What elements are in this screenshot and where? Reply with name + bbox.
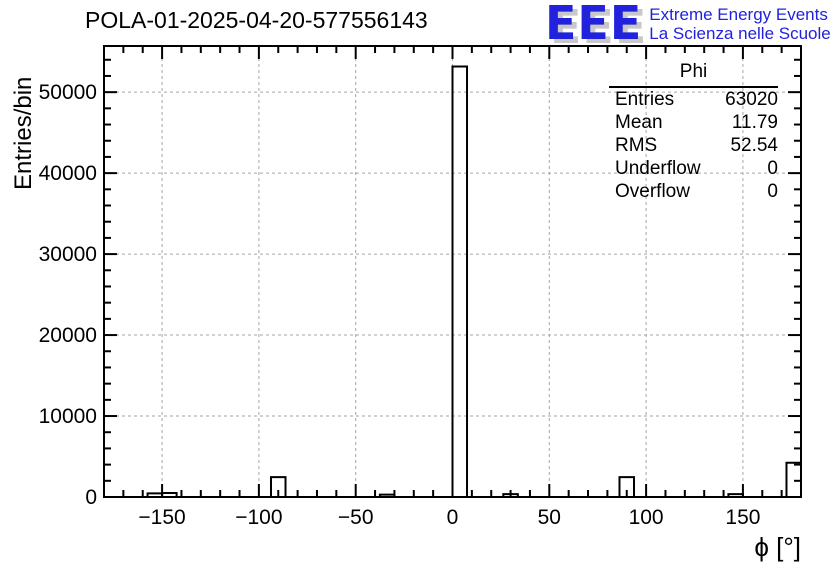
eee-logo-line1: Extreme Energy Events [649,5,828,24]
y-tick-labels: 0 10000 20000 30000 40000 50000 [39,81,97,509]
stats-value: 0 [767,181,778,202]
svg-text:10000: 10000 [39,405,97,428]
svg-text:30000: 30000 [39,243,97,266]
stats-value: 0 [767,158,778,179]
svg-text:50000: 50000 [39,81,97,104]
svg-text:40000: 40000 [39,162,97,185]
stats-value: 11.79 [731,112,778,133]
svg-text:0: 0 [447,506,459,529]
eee-logo-line2: La Scienza nelle Scuole [649,24,831,43]
stats-row-entries: Entries 63020 [609,88,778,111]
axis-ticks [104,46,801,497]
eee-logo: EEE Extreme Energy Events La Scienza nel… [545,0,831,50]
y-axis-title: Entries/bin [10,77,37,190]
chart-title: POLA-01-2025-04-20-577556143 [85,7,428,33]
stats-box: Phi Entries 63020 Mean 11.79 RMS 52.54 U… [609,59,778,203]
stats-box-title: Phi [609,59,778,88]
svg-text:50: 50 [538,506,561,529]
stats-value: 63020 [725,89,778,110]
svg-text:150: 150 [725,506,760,529]
stats-row-mean: Mean 11.79 [609,111,778,134]
x-axis-title: ϕ [°] [754,532,801,562]
svg-text:−150: −150 [138,506,185,529]
svg-text:0: 0 [85,486,97,509]
eee-logo-acronym: EEE [545,0,643,50]
stats-value: 52.54 [730,135,778,156]
svg-text:−100: −100 [235,506,282,529]
stats-label: Entries [615,89,675,110]
stats-label: RMS [615,135,658,156]
x-tick-labels: −150 −100 −50 0 50 100 150 [138,506,760,529]
stats-label: Underflow [615,158,701,179]
eee-logo-text: Extreme Energy Events La Scienza nelle S… [649,5,830,43]
stats-label: Mean [615,112,663,133]
svg-text:100: 100 [629,506,664,529]
stats-label: Overflow [615,181,690,202]
stats-row-overflow: Overflow 0 [609,180,778,203]
stats-row-underflow: Underflow 0 [609,157,778,180]
stats-row-rms: RMS 52.54 [609,134,778,157]
svg-text:−50: −50 [338,506,374,529]
svg-text:20000: 20000 [39,324,97,347]
